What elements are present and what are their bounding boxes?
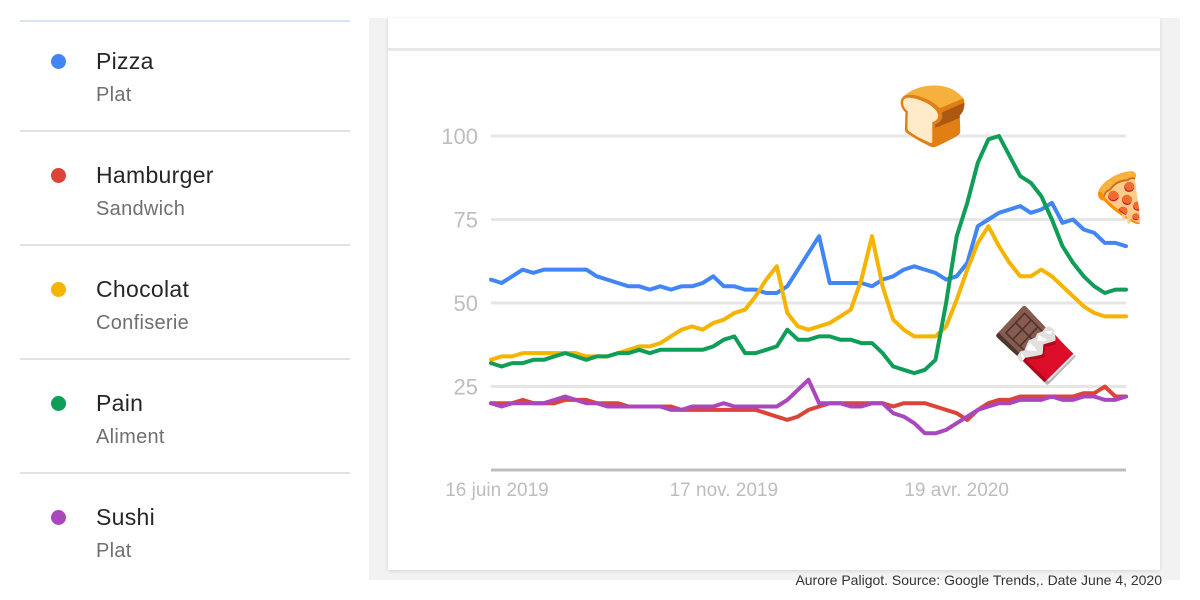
legend-term-name: Hamburger (96, 162, 214, 188)
legend-term-name: Sushi (96, 504, 156, 530)
legend-term-name: Chocolat (96, 276, 190, 302)
legend-term-category: Confiserie (96, 312, 190, 334)
legend-top-divider (20, 20, 350, 22)
pizza-color-dot (51, 54, 66, 69)
series-line-pizza (489, 200, 1128, 295)
y-tick-label: 25 (454, 375, 478, 400)
legend-item-pizza[interactable]: Pizza Plat (20, 18, 350, 132)
hamburger-color-dot (51, 168, 66, 183)
y-tick-label: 75 (454, 208, 478, 233)
x-tick-label: 16 juin 2019 (445, 480, 549, 501)
y-tick-label: 100 (441, 124, 478, 149)
x-tick-label: 17 nov. 2019 (670, 480, 778, 501)
sushi-color-dot (51, 510, 66, 525)
trends-line-chart: 25 50 75 100 16 juin 2019 17 nov. 2019 19 avr… (441, 83, 1150, 501)
pain-color-dot (51, 396, 66, 411)
legend-term-name: Pizza (96, 48, 154, 74)
series-line-pain (489, 134, 1128, 376)
legend-item-sushi[interactable]: Sushi Plat (20, 474, 350, 588)
legend-item-chocolat[interactable]: Chocolat Confiserie (20, 246, 350, 360)
chocolat-color-dot (51, 282, 66, 297)
card-header-divider (388, 48, 1160, 51)
legend-term-category: Plat (96, 84, 132, 106)
bread-emoji-icon: 🍞 (897, 83, 969, 149)
legend-item-hamburger[interactable]: Hamburger Sandwich (20, 132, 350, 246)
legend-term-category: Aliment (96, 426, 165, 448)
chart-card: 25 50 75 100 16 juin 2019 17 nov. 2019 19 avr… (369, 18, 1180, 580)
chocolate-emoji-icon: 🍫 (991, 304, 1081, 386)
series-line-sushi (489, 377, 1128, 436)
legend-panel: Pizza Plat Hamburger Sandwich Chocolat C… (20, 18, 350, 583)
legend-term-category: Plat (96, 540, 132, 562)
x-tick-label: 19 avr. 2020 (904, 480, 1009, 501)
legend-item-pain[interactable]: Pain Aliment (20, 360, 350, 474)
legend-term-category: Sandwich (96, 198, 186, 220)
y-tick-label: 50 (454, 291, 478, 316)
legend-term-name: Pain (96, 390, 144, 416)
source-credit: Aurore Paligot. Source: Google Trends,. … (795, 572, 1162, 588)
pizza-emoji-icon: 🍕 (1090, 170, 1150, 225)
